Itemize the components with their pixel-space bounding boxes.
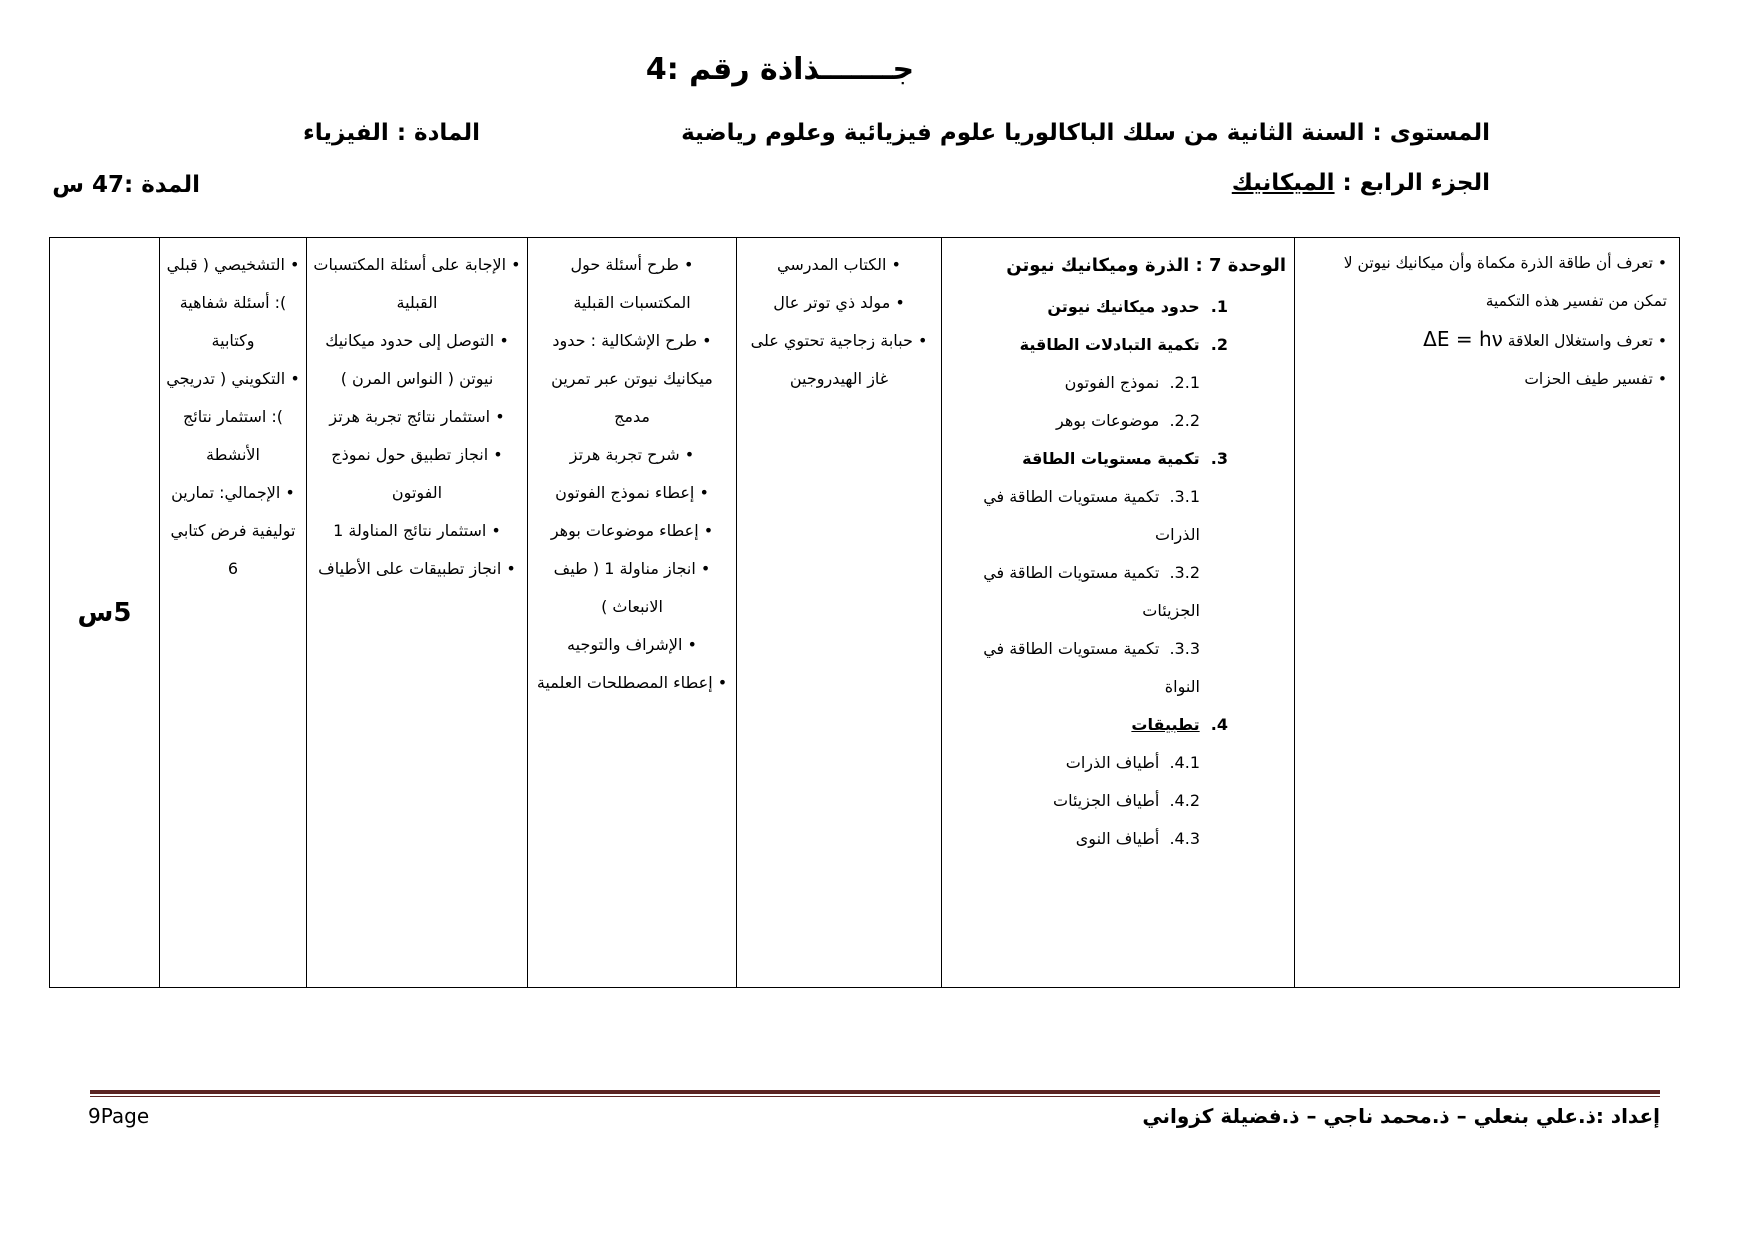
header-duration: المدة :47 س xyxy=(52,172,200,198)
header-part: الجزء الرابع : الميكانيك xyxy=(1232,170,1490,196)
list-item: 4.1. أطياف الذرات xyxy=(1065,753,1200,772)
header-part-value: الميكانيك xyxy=(1231,170,1335,196)
list-item-number: 3 xyxy=(1216,449,1228,468)
lesson-plan-table: • تعرف أن طاقة الذرة مكماة وأن ميكانيك ن… xyxy=(49,237,1680,988)
list-item: • الكتاب المدرسي xyxy=(777,255,901,274)
header-subject: المادة : الفيزياء xyxy=(303,120,480,146)
list-item-text: أطياف النوى xyxy=(1075,829,1160,848)
list-item: • طرح أسئلة حول المكتسبات القبلية xyxy=(570,255,694,312)
list-item: • تعرف واستغلال العلاقة ΔE = hν xyxy=(1423,327,1667,351)
list-item: • إعطاء نموذج الفوتون xyxy=(555,483,709,502)
list-item-number: 2.1 xyxy=(1174,373,1200,392)
assessment-cell: • التشخيصي ( قبلي ): أسئلة شفاهية وكتابي… xyxy=(159,237,307,988)
list-item: • انجاز تطبيق حول نموذج الفوتون xyxy=(331,445,503,502)
unit-items: 1. حدود ميكانيك نيوتن 2. تكمية التبادلات … xyxy=(950,288,1286,858)
list-item: 4.2. أطياف الجزيئات xyxy=(1053,791,1200,810)
list-item: 3.1. تكمية مستويات الطاقة في الذرات xyxy=(983,487,1200,544)
list-item-text: تكمية التبادلات الطاقية xyxy=(1019,335,1200,354)
learner-activities-cell: • الإجابة على أسئلة المكتسبات القبلية • ا… xyxy=(306,237,528,988)
list-item: • إعطاء المصطلحات العلمية xyxy=(536,673,728,692)
duration-cell: 5س xyxy=(49,237,160,988)
list-item: • إعطاء موضوعات بوهر xyxy=(550,521,714,540)
duration-value: 5س xyxy=(77,597,132,628)
table-row: • تعرف أن طاقة الذرة مكماة وأن ميكانيك ن… xyxy=(49,237,1680,988)
list-item-number: 4.1 xyxy=(1174,753,1200,772)
list-item: • انجاز تطبيقات على الأطياف xyxy=(318,559,516,578)
list-item: 4. تطبيقات xyxy=(1131,715,1228,734)
list-item-text: تكمية مستويات الطاقة xyxy=(1022,449,1200,468)
list-item: 3.2. تكمية مستويات الطاقة في الجزيئات xyxy=(983,563,1200,620)
list-item-number: 3.1 xyxy=(1174,487,1200,506)
list-item: • طرح الإشكالية : حدود ميكانيك نيوتن عبر… xyxy=(551,331,713,426)
list-item: • استثمار نتائج المناولة 1 xyxy=(333,521,501,540)
list-item-number: 2 xyxy=(1216,335,1228,354)
list-item-text: تطبيقات xyxy=(1131,715,1200,734)
list-item: 2. تكمية التبادلات الطاقية xyxy=(1019,335,1228,354)
list-item: • الإجمالي: تمارين توليفية فرض كتابي 6 xyxy=(170,483,296,578)
unit-title: الوحدة 7 : الذرة وميكانيك نيوتن xyxy=(1006,255,1286,276)
list-item: 3.3. تكمية مستويات الطاقة في النواة xyxy=(983,639,1200,696)
list-item: 2.2. موضوعات بوهر xyxy=(1056,411,1200,430)
list-item: • تعرف أن طاقة الذرة مكماة وأن ميكانيك ن… xyxy=(1343,254,1667,310)
list-item: • حبابة زجاجية تحتوي على غاز الهيدروجين xyxy=(750,331,928,388)
list-item: 4.3. أطياف النوى xyxy=(1075,829,1200,848)
teacher-activities-cell: • طرح أسئلة حول المكتسبات القبلية • طرح ا… xyxy=(527,237,737,988)
footer-page-number: 9Page xyxy=(88,1104,150,1128)
list-item-number: 1 xyxy=(1216,297,1228,316)
objectives-cell: • تعرف أن طاقة الذرة مكماة وأن ميكانيك ن… xyxy=(1294,237,1680,988)
list-item-text: نموذج الفوتون xyxy=(1064,373,1160,392)
list-item-number: 3.3 xyxy=(1174,639,1200,658)
list-item: 3. تكمية مستويات الطاقة xyxy=(1022,449,1228,468)
list-item-number: 4 xyxy=(1216,715,1228,734)
list-item: • استثمار نتائج تجربة هرتز xyxy=(329,407,505,426)
list-item-number: 4.3 xyxy=(1174,829,1200,848)
list-item: • مولد ذي توتر عال xyxy=(773,293,905,312)
footer-rule-thin xyxy=(90,1096,1660,1097)
list-item: • انجاز مناولة 1 ( طيف الانبعاث ) xyxy=(553,559,711,616)
list-item-text: موضوعات بوهر xyxy=(1056,411,1160,430)
list-item-number: 4.2 xyxy=(1174,791,1200,810)
list-item-text: أطياف الذرات xyxy=(1065,753,1160,772)
means-cell: • الكتاب المدرسي • مولد ذي توتر عال • حباب… xyxy=(736,237,942,988)
list-item: • التشخيصي ( قبلي ): أسئلة شفاهية وكتابي… xyxy=(166,255,300,350)
unit-content-cell: الوحدة 7 : الذرة وميكانيك نيوتن 1. حدود … xyxy=(941,237,1295,988)
footer-prepared-by: إعداد :ذ.علي بنعلي – ذ.محمد ناجي – ذ.فضي… xyxy=(1142,1104,1660,1128)
list-item: • شرح تجربة هرتز xyxy=(569,445,695,464)
list-item-number: 2.2 xyxy=(1174,411,1200,430)
header-level: المستوى : السنة الثانية من سلك الباكالور… xyxy=(681,120,1490,146)
page-title: جـــــــذاذة رقم :4 xyxy=(645,52,915,87)
list-item: • التوصل إلى حدود ميكانيك نيوتن ( النواس… xyxy=(325,331,509,388)
formula: ΔE = hν xyxy=(1423,327,1503,351)
list-item-text: تكمية مستويات الطاقة في الجزيئات xyxy=(983,563,1200,620)
list-item: • التكويني ( تدريجي ): استثمار نتائج الأ… xyxy=(166,369,300,464)
list-item: • تفسير طيف الحزات xyxy=(1524,370,1667,388)
footer-rule-thick xyxy=(90,1090,1660,1094)
list-item: 2.1. نموذج الفوتون xyxy=(1064,373,1200,392)
list-item: 1. حدود ميكانيك نيوتن xyxy=(1047,297,1228,316)
list-item: • الإجابة على أسئلة المكتسبات القبلية xyxy=(313,255,521,312)
list-item-text: أطياف الجزيئات xyxy=(1053,791,1160,810)
header-part-label: الجزء الرابع : xyxy=(1334,170,1490,196)
list-item: • الإشراف والتوجيه xyxy=(567,635,697,654)
list-item-text: تكمية مستويات الطاقة في الذرات xyxy=(983,487,1200,544)
list-item-text: تكمية مستويات الطاقة في النواة xyxy=(983,639,1200,696)
list-item-text: حدود ميكانيك نيوتن xyxy=(1047,297,1200,316)
list-item-number: 3.2 xyxy=(1174,563,1200,582)
